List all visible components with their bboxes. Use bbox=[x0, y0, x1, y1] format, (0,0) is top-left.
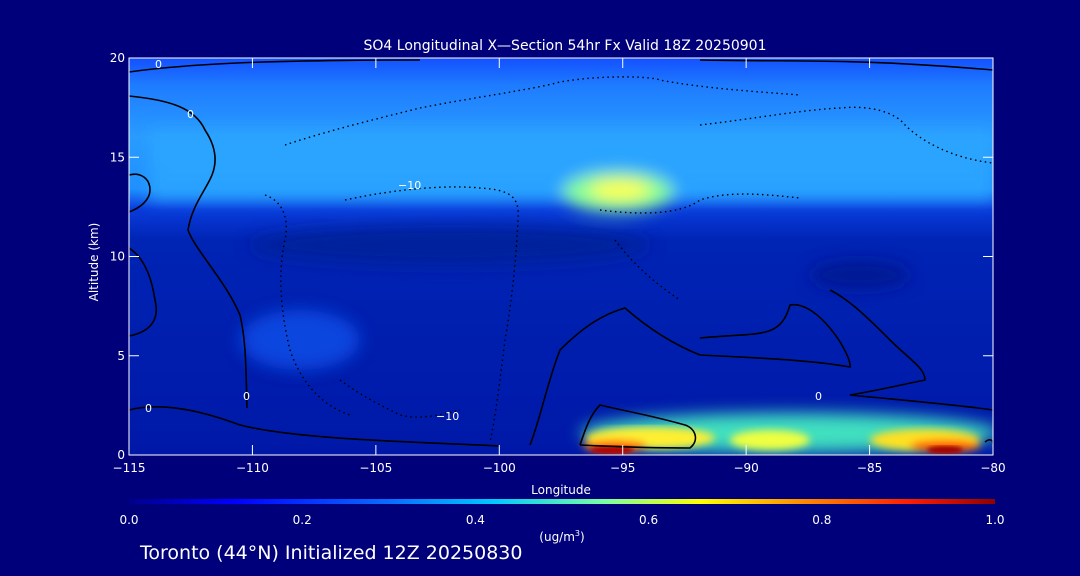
contour-surface-box bbox=[579, 404, 697, 449]
x-tick-label: −90 bbox=[733, 461, 758, 475]
heatmap-field: 0 0 −10 −10 0 0 0 bbox=[129, 58, 993, 455]
colorbar-ticks: 0.0 0.2 0.4 0.6 0.8 1.0 bbox=[119, 513, 1004, 527]
contour-label: 0 bbox=[155, 58, 162, 71]
contours-solid bbox=[129, 59, 993, 449]
contour-label: −10 bbox=[436, 410, 459, 423]
contours-dotted bbox=[264, 76, 993, 443]
contour-east bbox=[829, 289, 993, 411]
field-surface-max-east bbox=[927, 446, 963, 454]
colorbar-units: (ug/m3) bbox=[539, 529, 584, 544]
x-tick-label: −85 bbox=[857, 461, 882, 475]
colorbar-tick-label: 0.4 bbox=[466, 513, 485, 527]
contour-label: −10 bbox=[398, 179, 421, 192]
contour-mid bbox=[529, 304, 851, 446]
x-tick-label: −95 bbox=[610, 461, 635, 475]
field-plume-tropopause-core bbox=[590, 180, 650, 200]
x-tick-label: −110 bbox=[236, 461, 269, 475]
colorbar-tick-label: 0.8 bbox=[812, 513, 831, 527]
colorbar bbox=[129, 499, 995, 504]
field-surface-yellow-mid bbox=[730, 430, 810, 450]
contour-label: 0 bbox=[815, 390, 822, 403]
y-tick-label: 10 bbox=[110, 250, 125, 264]
contour-label: 0 bbox=[187, 108, 194, 121]
y-tick-label: 0 bbox=[117, 448, 125, 462]
x-tick-label: −115 bbox=[113, 461, 146, 475]
contour-west-upper bbox=[129, 95, 248, 409]
y-tick-label: 15 bbox=[110, 150, 125, 164]
contour-west-pocket bbox=[129, 173, 151, 213]
contour-dotted-mid bbox=[599, 193, 801, 214]
contour-surface-west bbox=[129, 406, 501, 447]
colorbar-tick-label: 0.6 bbox=[639, 513, 658, 527]
contour-label: 0 bbox=[145, 402, 152, 415]
contour-west-lower bbox=[129, 247, 157, 337]
y-axis-ticks: 0 5 10 15 20 bbox=[110, 51, 993, 462]
contour-dotted-lower bbox=[339, 379, 461, 418]
y-tick-label: 5 bbox=[117, 349, 125, 363]
chart-title: SO4 Longitudinal X—Section 54hr Fx Valid… bbox=[364, 38, 767, 54]
field-mid-blue bbox=[240, 310, 360, 370]
contour-dotted-west bbox=[264, 194, 351, 416]
contour-dotted-right bbox=[614, 239, 681, 301]
colorbar-tick-label: 0.2 bbox=[293, 513, 312, 527]
field-dark-band bbox=[250, 225, 650, 265]
x-tick-label: −100 bbox=[483, 461, 516, 475]
contour-labels: 0 0 −10 −10 0 0 0 bbox=[145, 58, 822, 423]
footer-caption: Toronto (44°N) Initialized 12Z 20250830 bbox=[140, 542, 523, 564]
x-axis-label: Longitude bbox=[531, 483, 591, 497]
colorbar-tick-label: 0.0 bbox=[119, 513, 138, 527]
x-axis-ticks: −115 −110 −105 −100 −95 −90 −85 −80 bbox=[113, 58, 1006, 475]
contour-top bbox=[129, 59, 993, 73]
field-dark-patch bbox=[810, 261, 910, 289]
y-axis-label: Altitude (km) bbox=[87, 223, 101, 302]
colorbar-tick-label: 1.0 bbox=[985, 513, 1004, 527]
contour-label: 0 bbox=[243, 390, 250, 403]
y-tick-label: 20 bbox=[110, 51, 125, 65]
x-tick-label: −80 bbox=[980, 461, 1005, 475]
x-tick-label: −105 bbox=[359, 461, 392, 475]
